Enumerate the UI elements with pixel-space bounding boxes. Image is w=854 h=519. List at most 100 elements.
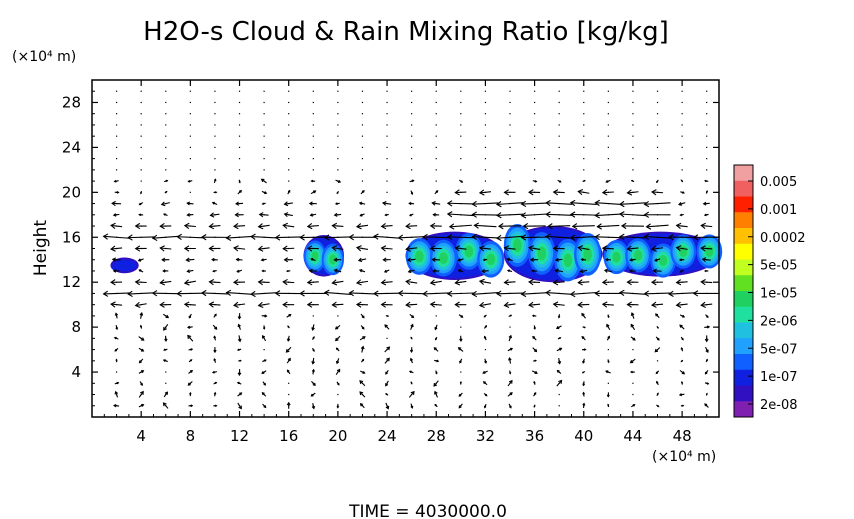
wind-arrow <box>620 222 644 230</box>
grid-dot <box>411 90 413 92</box>
grid-dot <box>214 101 216 104</box>
wind-arrow <box>236 348 242 351</box>
wind-arrow <box>531 314 537 318</box>
colorbar-label: 5e-05 <box>760 259 798 274</box>
grid-dot <box>238 90 241 92</box>
grid-dot <box>386 158 388 160</box>
grid-dot <box>656 146 659 148</box>
wind-arrow <box>545 199 573 207</box>
x-tick-label: 28 <box>427 427 446 445</box>
wind-arrow <box>311 380 316 387</box>
wind-arrow <box>552 189 565 196</box>
cloud-cell <box>112 265 117 270</box>
wind-arrow <box>359 403 365 409</box>
wind-arrow <box>286 369 291 375</box>
wind-arrow <box>508 334 513 342</box>
x-tick-label: 48 <box>673 427 692 445</box>
grid-dot <box>312 158 314 160</box>
wind-arrow <box>448 223 472 230</box>
wind-arrow <box>134 301 147 309</box>
wind-arrow <box>433 380 439 387</box>
wind-arrow <box>139 381 143 387</box>
wind-arrow <box>478 245 491 252</box>
wind-arrow <box>582 179 586 183</box>
grid-dot <box>312 169 314 171</box>
cloud-cell <box>658 255 668 267</box>
x-tick-label: 20 <box>328 427 347 445</box>
wind-arrow <box>262 381 266 386</box>
cloud-cell <box>537 246 547 261</box>
grid-dot <box>607 113 609 115</box>
wind-arrow <box>606 323 611 330</box>
wind-arrow <box>188 404 194 408</box>
wind-arrow <box>506 257 513 262</box>
wind-arrow <box>656 392 659 396</box>
grid-dot <box>509 180 511 182</box>
wind-arrow <box>331 245 344 252</box>
wind-arrow <box>183 222 196 230</box>
grid-dot <box>632 113 634 115</box>
wind-arrow <box>237 369 242 377</box>
grid-dot <box>337 135 339 137</box>
grid-dot <box>607 169 609 171</box>
grid-dot <box>214 146 216 148</box>
grid-dot <box>238 124 241 126</box>
grid-dot <box>361 90 364 92</box>
wind-arrow <box>652 268 662 274</box>
grid-dot <box>435 180 437 182</box>
wind-arrow <box>238 359 242 362</box>
wind-arrow <box>457 269 464 273</box>
colorbar-swatch <box>734 228 753 245</box>
grid-dot <box>656 135 659 137</box>
wind-arrow <box>678 258 685 262</box>
wind-arrow <box>607 359 610 364</box>
grid-dot <box>115 101 118 104</box>
grid-dot <box>509 158 511 160</box>
colorbar-swatch <box>734 369 753 386</box>
grid-dot <box>583 146 585 148</box>
grid-dot <box>435 90 437 92</box>
wind-arrow <box>138 390 144 398</box>
wind-arrow <box>654 258 661 262</box>
grid-dot <box>312 90 314 92</box>
grid-dot <box>533 158 536 160</box>
grid-dot <box>214 169 216 171</box>
grid-dot <box>583 101 585 104</box>
y-tick-label: 24 <box>62 138 81 156</box>
grid-dot <box>386 337 388 339</box>
colorbar-label: 1e-05 <box>760 287 798 302</box>
grid-dot <box>460 158 462 160</box>
wind-arrow <box>533 380 536 385</box>
wind-arrow <box>359 336 366 341</box>
grid-dot <box>263 124 265 126</box>
wind-arrow <box>308 268 317 274</box>
wind-arrow <box>579 269 588 274</box>
wind-arrow <box>675 245 688 252</box>
wind-arrow <box>139 312 144 319</box>
grid-dot <box>632 349 634 351</box>
wind-arrow <box>577 188 590 196</box>
wind-arrow <box>618 211 646 218</box>
wind-arrow <box>261 392 267 397</box>
wind-arrow <box>508 357 512 364</box>
wind-arrow <box>473 222 497 229</box>
grid-dot <box>484 113 487 115</box>
wind-arrow <box>630 404 636 408</box>
wind-arrow <box>213 191 218 194</box>
wind-arrow <box>111 200 122 207</box>
wind-arrow <box>618 200 646 208</box>
wind-arrow <box>704 325 711 329</box>
wind-arrow <box>432 212 440 217</box>
wind-arrow <box>238 179 241 184</box>
grid-dot <box>361 101 364 104</box>
wind-arrow <box>237 335 242 343</box>
grid-dot <box>115 158 118 160</box>
wind-arrow <box>110 222 123 229</box>
wind-arrow <box>651 301 664 308</box>
grid-dot <box>361 180 364 182</box>
grid-dot <box>165 169 167 171</box>
wind-arrow <box>434 359 440 363</box>
grid-dot <box>558 90 560 92</box>
colorbar-label: 5e-07 <box>760 342 798 357</box>
